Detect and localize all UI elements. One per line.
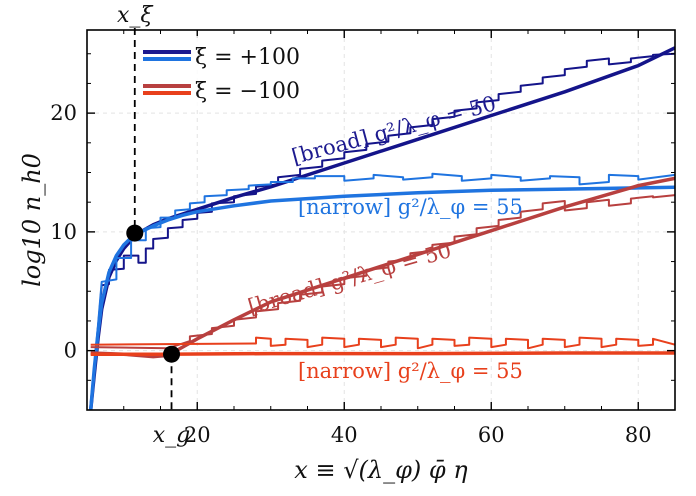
- marker-label-x-xi: x_ξ: [117, 3, 154, 28]
- marker-dot-x_g: [163, 345, 181, 363]
- x-tick-label: 20: [184, 423, 211, 447]
- marker-dot-x_xi: [126, 224, 144, 242]
- series-pos_broad_step: [89, 52, 675, 410]
- legend-label: ξ = −100: [195, 79, 300, 104]
- legend-background: [137, 36, 337, 110]
- x-tick-label: 40: [331, 423, 358, 447]
- marker-label-x-g: x_g: [153, 423, 191, 448]
- x-axis-label: x ≡ √(λ_φ) φ̄ η: [294, 456, 468, 484]
- series-neg_broad_step: [90, 194, 675, 350]
- series-layer: [88, 46, 675, 410]
- annotation-pos_narrow: [narrow] g²/λ_φ = 55: [298, 195, 523, 219]
- annotation-neg_broad: [broad] g²/λ_φ = 50: [245, 238, 454, 319]
- series-pos_narrow_step: [89, 172, 675, 410]
- y-axis-label: log10 n_h0: [18, 153, 46, 287]
- legend: ξ = +100 ξ = −100: [137, 36, 337, 110]
- markers-layer: x_ξ x_g: [117, 3, 190, 448]
- series-pos_narrow_smooth: [88, 185, 675, 410]
- y-tick-label: 0: [64, 339, 77, 363]
- series-neg_narrow_smooth: [90, 351, 675, 356]
- legend-label: ξ = +100: [195, 45, 300, 70]
- series-neg_narrow_step: [90, 336, 675, 350]
- series-neg_broad_smooth: [90, 176, 675, 359]
- y-tick-label: 10: [50, 220, 77, 244]
- grid: [87, 30, 675, 410]
- annotation-neg_narrow: [narrow] g²/λ_φ = 55: [298, 359, 523, 383]
- y-tick-label: 20: [50, 101, 77, 125]
- ticks-layer: 20 40 60 80 0 10 20: [50, 30, 676, 447]
- x-tick-label: 60: [478, 423, 505, 447]
- x-tick-label: 80: [625, 423, 652, 447]
